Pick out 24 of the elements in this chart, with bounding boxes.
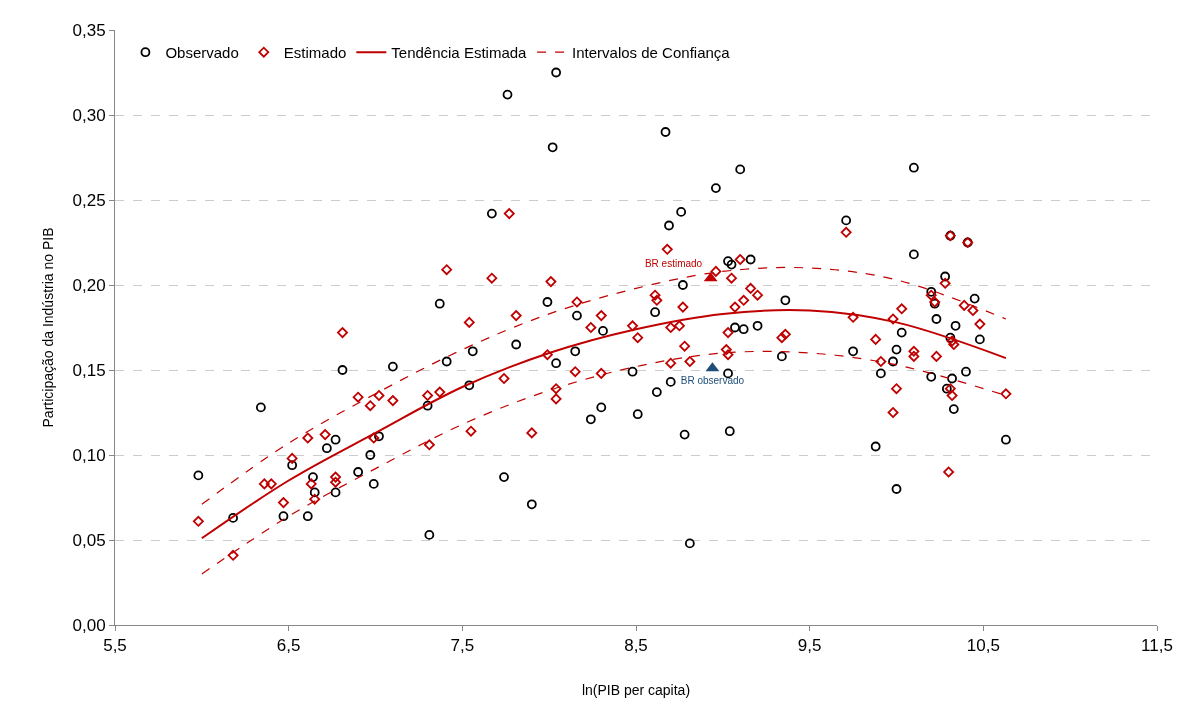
series-label: BR estimado bbox=[644, 258, 703, 270]
series-label: BR observado bbox=[680, 375, 745, 387]
y-tick-label: 0,15 bbox=[72, 360, 106, 380]
x-tick-label: 7,5 bbox=[450, 636, 475, 656]
y-tick-label: 0,10 bbox=[72, 445, 106, 465]
x-axis-title: ln(PIB per capita) bbox=[581, 681, 691, 698]
x-tick-label: 11,5 bbox=[1141, 636, 1173, 656]
legend-label: Estimado bbox=[283, 44, 347, 62]
y-tick-label: 0,05 bbox=[72, 530, 106, 550]
x-tick-label: 6,5 bbox=[276, 636, 301, 656]
x-tick-label: 9,5 bbox=[797, 636, 822, 656]
y-tick-label: 0,20 bbox=[72, 275, 106, 295]
x-tick-label: 10,5 bbox=[966, 636, 1000, 656]
y-tick-label: 0,35 bbox=[72, 20, 106, 40]
x-tick-label: 5,5 bbox=[103, 636, 127, 656]
y-axis-title: Participação da Indústria no PIB bbox=[40, 227, 57, 428]
y-tick-label: 0,30 bbox=[72, 105, 106, 125]
line-series bbox=[201, 266, 1007, 505]
y-tick-label: 0,25 bbox=[72, 190, 106, 210]
legend-label: Tendência Estimada bbox=[391, 44, 528, 62]
legend-label: Intervalos de Confiança bbox=[572, 44, 731, 62]
x-tick-label: 8,5 bbox=[624, 636, 648, 656]
y-tick-label: 0,00 bbox=[72, 615, 106, 635]
legend-label: Observado bbox=[165, 44, 239, 62]
